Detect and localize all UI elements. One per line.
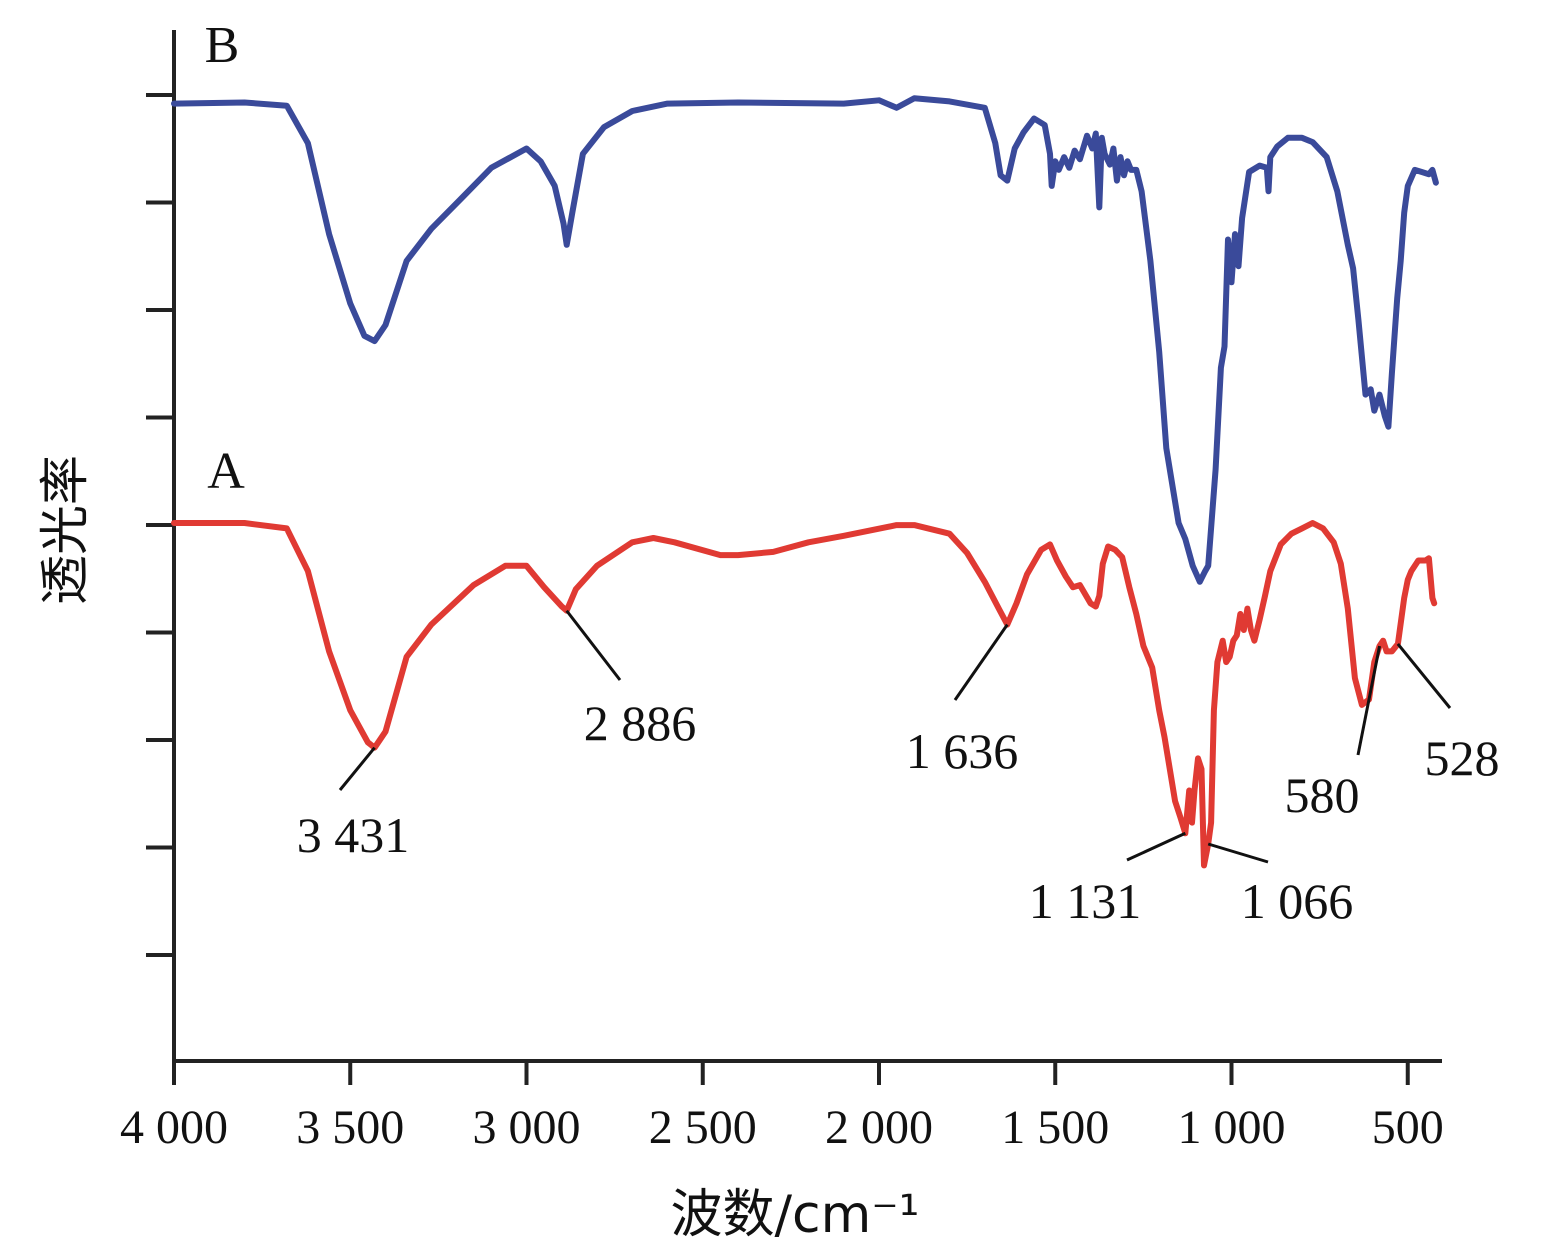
annotation-label: 528 [1425,730,1500,786]
axes: 4 000 3 500 3 000 2 500 2 000 1 500 1 000 500 [120,30,1444,1154]
annotation-label: 1 131 [1029,873,1142,929]
x-tick-label: 500 [1372,1101,1444,1154]
x-tick-label: 4 000 [120,1101,228,1154]
annotation-leader [338,746,376,791]
annotation-label: 2 886 [584,695,697,751]
annotation-leader [1126,831,1186,862]
series-line-b [171,95,1439,585]
x-tick-label: 1 500 [1001,1101,1109,1154]
x-tick-label: 2 000 [825,1101,933,1154]
annotation-label: 1 066 [1241,873,1354,929]
annotation-label: 1 636 [906,723,1019,779]
annotation-leader [953,623,1009,701]
x-tick-label: 1 000 [1178,1101,1286,1154]
x-tick-label: 2 500 [649,1101,757,1154]
y-axis-title: 透光率 [36,455,94,605]
series-label-a: A [207,443,245,500]
annotation-label: 580 [1285,767,1360,823]
x-tick-label: 3 500 [296,1101,404,1154]
annotation-label: 3 431 [297,807,410,863]
series-label-b: B [205,17,240,74]
x-tick-label: 3 000 [473,1101,581,1154]
annotation-leader [1356,645,1382,756]
x-axis-title: 波数/cm⁻¹ [670,1185,919,1245]
series-line-a [171,520,1438,869]
annotation-layer: B A 3 431 2 886 1 636 1 131 1 066 580 528 [205,17,1500,929]
annotation-leader [1207,842,1269,864]
series-layer [171,95,1439,869]
annotation-leader [565,609,622,681]
annotation-leader [1396,642,1452,709]
